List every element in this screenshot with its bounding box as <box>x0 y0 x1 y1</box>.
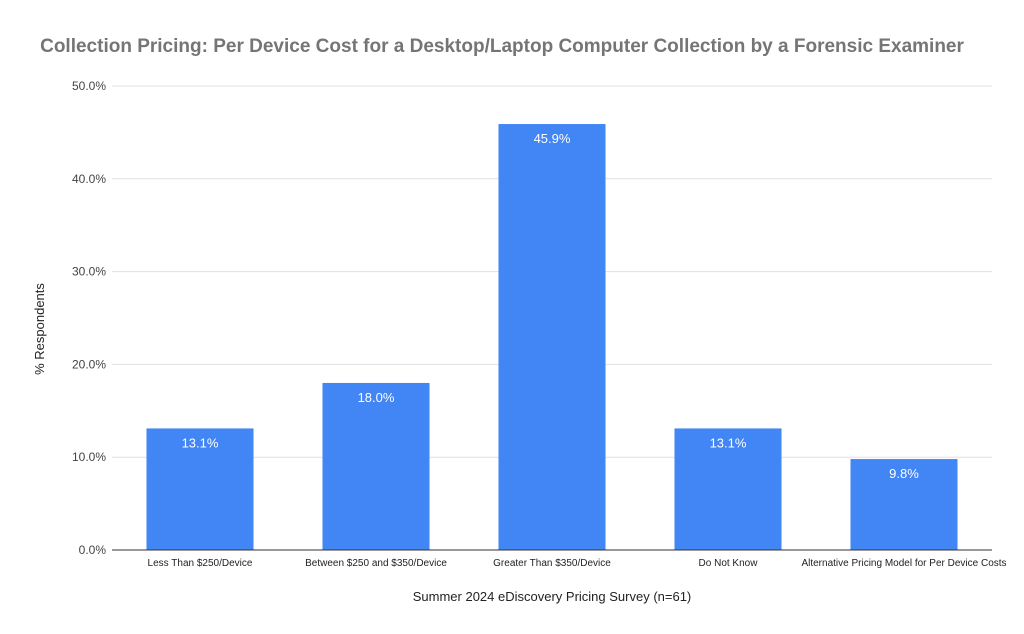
data-label: 9.8% <box>889 466 919 481</box>
y-tick-label: 0.0% <box>79 543 107 557</box>
x-tick-label: Alternative Pricing Model for Per Device… <box>801 558 1006 569</box>
y-tick-label: 10.0% <box>72 450 106 464</box>
x-axis-label: Summer 2024 eDiscovery Pricing Survey (n… <box>413 589 692 604</box>
bar <box>322 382 430 550</box>
x-tick-label: Greater Than $350/Device <box>493 558 611 569</box>
y-tick-label: 40.0% <box>72 172 106 186</box>
bars <box>146 124 958 550</box>
y-tick-label: 30.0% <box>72 265 106 279</box>
x-axis-categories: Less Than $250/Device Between $250 and $3… <box>148 558 1007 569</box>
data-labels: 13.1% 18.0% 45.9% 13.1% 9.8% <box>182 131 920 481</box>
chart-title: Collection Pricing: Per Device Cost for … <box>40 36 964 57</box>
data-label: 13.1% <box>182 435 219 450</box>
bar <box>850 459 958 550</box>
bar <box>498 124 606 550</box>
y-tick-label: 50.0% <box>72 79 106 93</box>
y-axis-label: % Respondents <box>32 283 47 375</box>
data-label: 13.1% <box>710 435 747 450</box>
bar <box>146 428 254 550</box>
y-axis-ticks: 0.0% 10.0% 20.0% 30.0% 40.0% 50.0% <box>72 79 106 557</box>
x-tick-label: Less Than $250/Device <box>148 558 253 569</box>
bar <box>674 428 782 550</box>
x-tick-label: Between $250 and $350/Device <box>305 558 447 569</box>
data-label: 45.9% <box>534 131 571 146</box>
x-tick-label: Do Not Know <box>699 558 759 569</box>
y-tick-label: 20.0% <box>72 357 106 371</box>
data-label: 18.0% <box>358 390 395 405</box>
